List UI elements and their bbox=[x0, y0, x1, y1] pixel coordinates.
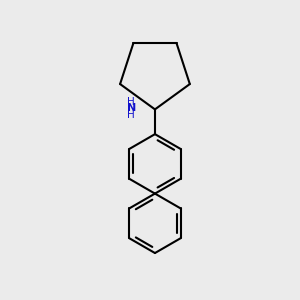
Text: H: H bbox=[127, 98, 135, 107]
Text: H: H bbox=[127, 110, 135, 120]
Text: N: N bbox=[127, 103, 136, 113]
